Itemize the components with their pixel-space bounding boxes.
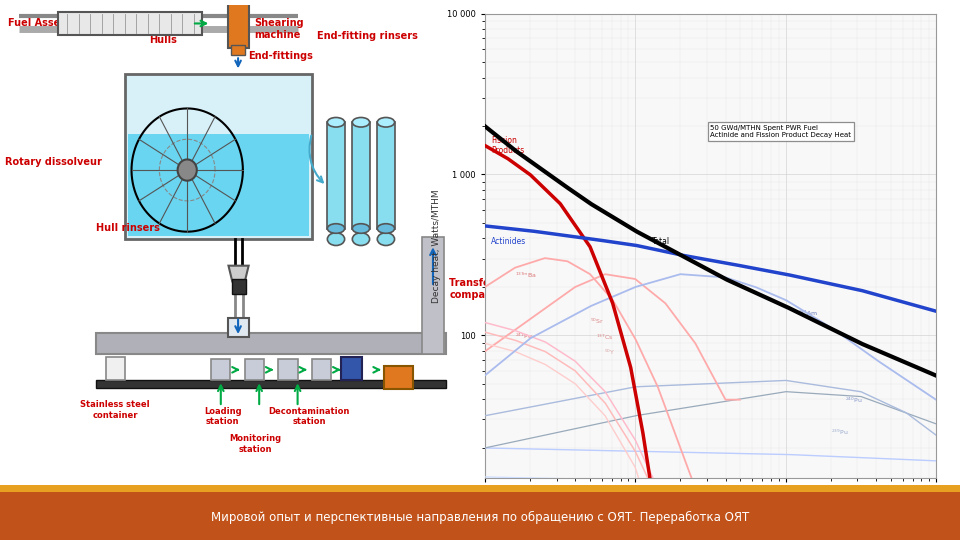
Bar (327, 122, 345, 228)
Bar (352, 122, 370, 228)
Text: Hulls: Hulls (149, 35, 177, 45)
Text: $^{137m}$Ba: $^{137m}$Ba (516, 271, 538, 280)
Text: Rotary dissolveur: Rotary dissolveur (5, 157, 102, 167)
Text: $^{241}$Am: $^{241}$Am (798, 309, 818, 318)
Text: Total: Total (653, 238, 670, 246)
Bar (211, 359, 230, 380)
Ellipse shape (377, 118, 395, 127)
Text: Loading
station: Loading station (204, 407, 242, 426)
Bar (377, 122, 395, 228)
Bar (422, 237, 444, 354)
Bar (228, 318, 249, 337)
Text: Transfer to
compaction: Transfer to compaction (449, 278, 513, 300)
Bar (0, 492, 960, 540)
Text: $^{90}$Y: $^{90}$Y (604, 348, 615, 357)
Bar (106, 357, 125, 380)
Text: Shearing
machine: Shearing machine (254, 18, 304, 40)
Bar (341, 357, 362, 380)
Text: Decontamination
station: Decontamination station (269, 407, 349, 426)
Ellipse shape (377, 233, 395, 246)
Circle shape (178, 159, 197, 181)
Ellipse shape (327, 224, 345, 233)
X-axis label: Time after discharge, (years): Time after discharge, (years) (645, 502, 776, 510)
Bar (58, 12, 202, 35)
Text: $^{239}$Pu: $^{239}$Pu (830, 428, 849, 437)
Text: $^{137}$Cs: $^{137}$Cs (596, 333, 614, 342)
Bar (312, 359, 331, 380)
Bar (245, 359, 264, 380)
Bar (232, 280, 246, 294)
Bar (125, 75, 312, 239)
Text: Мировой опыт и перспективные направления по обращению с ОЯТ. Переработка ОЯТ: Мировой опыт и перспективные направления… (211, 511, 749, 524)
Bar (228, 3, 249, 48)
Text: Fission
Products: Fission Products (491, 136, 524, 155)
Y-axis label: Decay heat, Watts/MTHM: Decay heat, Watts/MTHM (432, 189, 442, 302)
Ellipse shape (377, 224, 395, 233)
Text: End-fittings: End-fittings (248, 51, 313, 60)
Bar (384, 366, 413, 389)
Text: $^{240}$Pu: $^{240}$Pu (846, 396, 863, 405)
Bar (231, 45, 245, 55)
Text: Monitoring
station: Monitoring station (229, 434, 281, 454)
Polygon shape (228, 266, 249, 282)
Ellipse shape (327, 118, 345, 127)
Ellipse shape (352, 233, 370, 246)
Bar (278, 359, 298, 380)
Ellipse shape (327, 233, 345, 246)
Text: Actinides: Actinides (491, 238, 526, 246)
Ellipse shape (352, 118, 370, 127)
Ellipse shape (352, 224, 370, 233)
Text: Fuel Assembly: Fuel Assembly (8, 18, 87, 29)
Bar (96, 333, 446, 354)
Bar (0, 485, 960, 492)
Text: End-fitting rinsers: End-fitting rinsers (317, 31, 418, 42)
Text: Stainless steel
container: Stainless steel container (81, 400, 150, 420)
Bar (96, 380, 446, 388)
Bar (128, 134, 309, 236)
Text: $^{90}$Sr: $^{90}$Sr (590, 317, 604, 326)
Text: 50 GWd/MTHN Spent PWR Fuel
Actinide and Fission Product Decay Heat: 50 GWd/MTHN Spent PWR Fuel Actinide and … (710, 125, 852, 138)
Text: Hull rinsers: Hull rinsers (96, 222, 160, 233)
Text: $^{241}$Pu: $^{241}$Pu (516, 332, 533, 341)
